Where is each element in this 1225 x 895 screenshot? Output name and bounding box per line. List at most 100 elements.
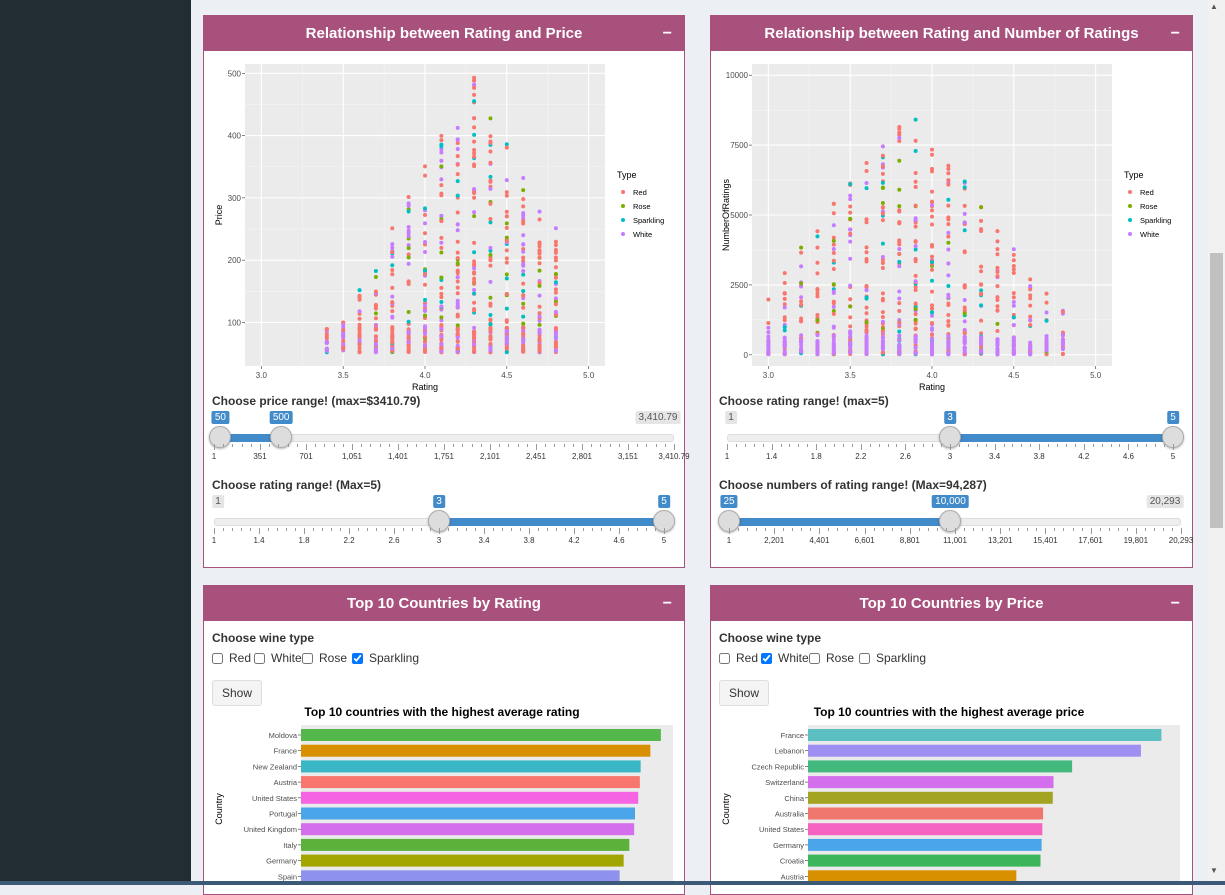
scatter-point	[864, 333, 869, 338]
scatter-point	[962, 348, 967, 353]
checkbox-input[interactable]	[302, 652, 313, 664]
slider-tick-label: 17,601	[1078, 536, 1103, 545]
show-button[interactable]: Show	[719, 680, 769, 706]
checkbox-input[interactable]	[254, 652, 265, 664]
scatter-point	[897, 130, 902, 135]
scatter-point	[423, 308, 427, 313]
scatter-point	[324, 348, 329, 353]
slider-handle-to[interactable]	[270, 426, 293, 448]
checkbox-white[interactable]: White	[254, 651, 302, 665]
slider-tick-mark	[982, 528, 984, 531]
y-tick-label: 100	[228, 318, 242, 327]
scatter-point	[521, 263, 526, 268]
minus-icon[interactable]: −	[662, 595, 672, 612]
scatter-point	[472, 279, 477, 284]
slider-tick-mark	[416, 444, 418, 447]
scatter-point	[472, 210, 477, 215]
checkbox-red[interactable]: Red	[719, 651, 758, 665]
minus-icon[interactable]: −	[1170, 595, 1180, 612]
scatter-point	[455, 335, 460, 340]
scatter-point	[979, 288, 984, 293]
scatter-point	[930, 243, 934, 248]
scatter-point	[390, 272, 395, 277]
slider-tick-mark	[655, 444, 657, 447]
rating-range-slider[interactable]: 1 3 5 1 1.4 1.8 2.2 2.6 3 3.4 3.8 4.2 4.6 5	[725, 411, 1184, 466]
checkbox-input[interactable]	[809, 652, 820, 664]
bar	[808, 791, 1053, 804]
scatter-point	[1044, 347, 1049, 352]
scrollbar-thumb[interactable]	[1210, 253, 1223, 528]
scatter-point	[815, 352, 820, 357]
scatter-point	[488, 139, 493, 144]
y-axis-label: NumberOfRatings	[721, 178, 731, 251]
checkbox-sparkling[interactable]: Sparkling	[352, 651, 419, 665]
bar	[808, 807, 1044, 820]
scatter-point	[357, 334, 362, 339]
slider-fill	[220, 434, 282, 442]
scatter-point	[521, 281, 526, 286]
slider-tick-mark	[1126, 528, 1128, 531]
scatter-point	[995, 247, 1000, 252]
scatter-point	[766, 343, 771, 348]
scatter-point	[553, 290, 558, 295]
minus-icon[interactable]: −	[1170, 25, 1180, 42]
scatter-point	[537, 217, 542, 222]
checkbox-rose[interactable]: Rose	[809, 651, 854, 665]
scatter-point	[962, 297, 967, 302]
bar	[301, 838, 630, 851]
num-ratings-range-slider[interactable]: 20,293 25 10,000 1 2,201 4,401 6,601 8,801 11,00…	[718, 495, 1193, 550]
slider-handle-from[interactable]	[209, 426, 232, 448]
scatter-point	[880, 144, 885, 149]
scatter-point	[799, 319, 804, 324]
price-range-slider[interactable]: 1 3,410.79 50 500 1 351 701 1,051 1,401 1,751 2,10…	[209, 411, 690, 466]
scatter-point	[455, 137, 460, 142]
y-tick-label: 7500	[730, 141, 748, 150]
scatter-point	[406, 343, 411, 348]
triangle-up-icon[interactable]: ▲	[1210, 2, 1218, 11]
checkbox-input[interactable]	[859, 652, 870, 664]
scatter-point	[815, 245, 820, 250]
slider-tick-mark	[955, 528, 956, 534]
scatter-point	[946, 273, 951, 278]
scatter-point	[979, 318, 984, 323]
slider-tick-mark	[1065, 444, 1067, 447]
legend-key	[1128, 190, 1132, 194]
checkbox-rose[interactable]: Rose	[302, 651, 347, 665]
scatter-point	[946, 178, 951, 183]
checkbox-input[interactable]	[761, 652, 772, 664]
scatter-point	[831, 348, 836, 353]
scatter-point	[504, 190, 509, 195]
slider-tick-mark	[646, 528, 647, 531]
scatter-point	[799, 338, 804, 343]
scatter-point	[472, 250, 477, 255]
scatter-point	[1011, 352, 1016, 357]
checkbox-red[interactable]: Red	[212, 651, 251, 665]
checkbox-input[interactable]	[719, 652, 730, 664]
scatter-point	[406, 194, 411, 199]
slider-tick-mark	[1119, 444, 1121, 447]
rating-range-slider[interactable]: 1 3 5 1 1.4 1.8 2.2 2.6 3 3.4 3.8 4.2 4.6 5	[212, 495, 675, 550]
checkbox-sparkling[interactable]: Sparkling	[859, 651, 926, 665]
slider-tick-mark	[789, 444, 791, 447]
slider-tick-mark	[819, 528, 821, 534]
scatter-point	[488, 279, 493, 284]
slider-handle-to[interactable]	[939, 510, 962, 532]
scatter-point	[930, 310, 934, 315]
minus-icon[interactable]: −	[662, 25, 672, 42]
scatter-point	[472, 214, 477, 219]
checkbox-input[interactable]	[212, 652, 223, 664]
scatter-point	[782, 305, 787, 310]
scatter-point	[880, 342, 885, 347]
triangle-down-icon[interactable]: ▼	[1210, 866, 1218, 875]
y-tick-label: United Kingdom	[244, 825, 297, 834]
show-button[interactable]: Show	[212, 680, 262, 706]
checkbox-input[interactable]	[352, 652, 363, 664]
scatter-point	[995, 229, 1000, 234]
scatter-point	[979, 336, 984, 341]
scatter-point	[1011, 258, 1016, 263]
checkbox-label: Rose	[319, 651, 348, 665]
scatter-point	[880, 180, 885, 185]
checkbox-white[interactable]: White	[761, 651, 809, 665]
slider-tick-mark	[837, 528, 839, 531]
slider-tick-mark	[511, 528, 512, 531]
